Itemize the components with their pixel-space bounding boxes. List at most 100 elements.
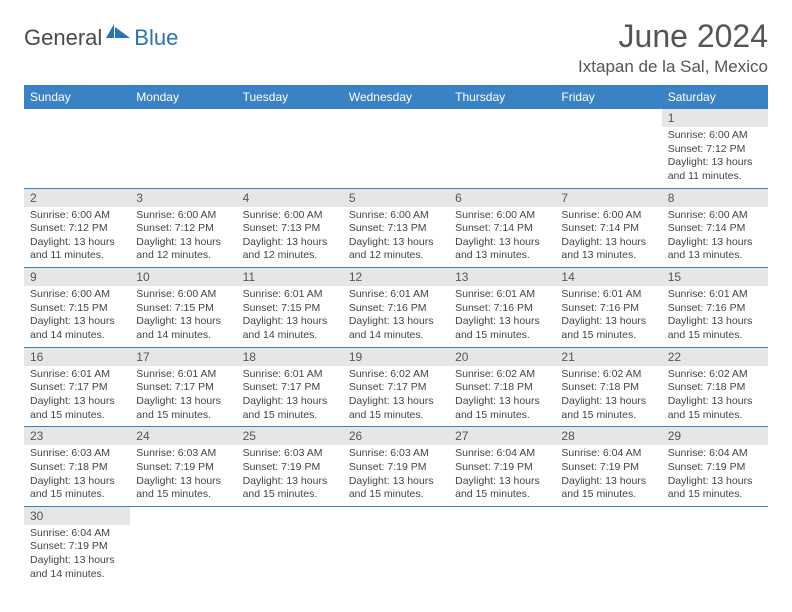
day-details: Sunrise: 6:01 AMSunset: 7:17 PMDaylight:… xyxy=(237,366,343,427)
day-details: Sunrise: 6:04 AMSunset: 7:19 PMDaylight:… xyxy=(24,525,130,586)
logo-text-blue: Blue xyxy=(134,25,178,51)
day-number: 21 xyxy=(555,348,661,366)
day-details: Sunrise: 6:00 AMSunset: 7:15 PMDaylight:… xyxy=(24,286,130,347)
weekday-header: Sunday xyxy=(24,85,130,109)
day-details: Sunrise: 6:04 AMSunset: 7:19 PMDaylight:… xyxy=(449,445,555,506)
day-number: 6 xyxy=(449,189,555,207)
day-cell: 10Sunrise: 6:00 AMSunset: 7:15 PMDayligh… xyxy=(130,268,236,348)
day-number: 9 xyxy=(24,268,130,286)
empty-cell xyxy=(343,506,449,585)
day-details: Sunrise: 6:03 AMSunset: 7:19 PMDaylight:… xyxy=(130,445,236,506)
day-number: 22 xyxy=(662,348,768,366)
day-details: Sunrise: 6:00 AMSunset: 7:15 PMDaylight:… xyxy=(130,286,236,347)
day-number: 27 xyxy=(449,427,555,445)
month-title: June 2024 xyxy=(578,18,768,55)
logo: General Blue xyxy=(24,24,178,52)
day-number: 20 xyxy=(449,348,555,366)
day-number: 23 xyxy=(24,427,130,445)
day-cell: 9Sunrise: 6:00 AMSunset: 7:15 PMDaylight… xyxy=(24,268,130,348)
day-details: Sunrise: 6:01 AMSunset: 7:16 PMDaylight:… xyxy=(449,286,555,347)
day-cell: 14Sunrise: 6:01 AMSunset: 7:16 PMDayligh… xyxy=(555,268,661,348)
empty-cell xyxy=(449,109,555,188)
day-details: Sunrise: 6:01 AMSunset: 7:15 PMDaylight:… xyxy=(237,286,343,347)
day-number: 11 xyxy=(237,268,343,286)
weekday-header-row: SundayMondayTuesdayWednesdayThursdayFrid… xyxy=(24,85,768,109)
empty-cell xyxy=(24,109,130,188)
day-details: Sunrise: 6:01 AMSunset: 7:17 PMDaylight:… xyxy=(130,366,236,427)
day-cell: 26Sunrise: 6:03 AMSunset: 7:19 PMDayligh… xyxy=(343,427,449,507)
weekday-header: Monday xyxy=(130,85,236,109)
day-details: Sunrise: 6:03 AMSunset: 7:19 PMDaylight:… xyxy=(343,445,449,506)
day-details: Sunrise: 6:01 AMSunset: 7:16 PMDaylight:… xyxy=(343,286,449,347)
day-cell: 27Sunrise: 6:04 AMSunset: 7:19 PMDayligh… xyxy=(449,427,555,507)
empty-cell xyxy=(237,506,343,585)
day-details: Sunrise: 6:04 AMSunset: 7:19 PMDaylight:… xyxy=(555,445,661,506)
day-cell: 28Sunrise: 6:04 AMSunset: 7:19 PMDayligh… xyxy=(555,427,661,507)
day-cell: 30Sunrise: 6:04 AMSunset: 7:19 PMDayligh… xyxy=(24,506,130,585)
day-number: 8 xyxy=(662,189,768,207)
weekday-header: Friday xyxy=(555,85,661,109)
day-number: 15 xyxy=(662,268,768,286)
weekday-header: Thursday xyxy=(449,85,555,109)
day-details: Sunrise: 6:03 AMSunset: 7:19 PMDaylight:… xyxy=(237,445,343,506)
day-number: 19 xyxy=(343,348,449,366)
calendar-page: General Blue June 2024 Ixtapan de la Sal… xyxy=(0,0,792,603)
empty-cell xyxy=(662,506,768,585)
logo-text-general: General xyxy=(24,25,102,51)
day-number: 25 xyxy=(237,427,343,445)
day-number: 2 xyxy=(24,189,130,207)
calendar-row: 30Sunrise: 6:04 AMSunset: 7:19 PMDayligh… xyxy=(24,506,768,585)
day-details: Sunrise: 6:00 AMSunset: 7:14 PMDaylight:… xyxy=(555,207,661,268)
day-cell: 2Sunrise: 6:00 AMSunset: 7:12 PMDaylight… xyxy=(24,188,130,268)
day-cell: 16Sunrise: 6:01 AMSunset: 7:17 PMDayligh… xyxy=(24,347,130,427)
day-number: 12 xyxy=(343,268,449,286)
calendar-row: 23Sunrise: 6:03 AMSunset: 7:18 PMDayligh… xyxy=(24,427,768,507)
empty-cell xyxy=(130,506,236,585)
day-details: Sunrise: 6:02 AMSunset: 7:17 PMDaylight:… xyxy=(343,366,449,427)
day-details: Sunrise: 6:02 AMSunset: 7:18 PMDaylight:… xyxy=(449,366,555,427)
day-details: Sunrise: 6:01 AMSunset: 7:16 PMDaylight:… xyxy=(662,286,768,347)
day-cell: 20Sunrise: 6:02 AMSunset: 7:18 PMDayligh… xyxy=(449,347,555,427)
header: General Blue June 2024 Ixtapan de la Sal… xyxy=(24,18,768,77)
day-details: Sunrise: 6:01 AMSunset: 7:17 PMDaylight:… xyxy=(24,366,130,427)
day-number: 13 xyxy=(449,268,555,286)
day-details: Sunrise: 6:00 AMSunset: 7:12 PMDaylight:… xyxy=(130,207,236,268)
empty-cell xyxy=(449,506,555,585)
day-details: Sunrise: 6:02 AMSunset: 7:18 PMDaylight:… xyxy=(555,366,661,427)
day-cell: 21Sunrise: 6:02 AMSunset: 7:18 PMDayligh… xyxy=(555,347,661,427)
empty-cell xyxy=(237,109,343,188)
day-cell: 13Sunrise: 6:01 AMSunset: 7:16 PMDayligh… xyxy=(449,268,555,348)
day-number: 10 xyxy=(130,268,236,286)
day-cell: 7Sunrise: 6:00 AMSunset: 7:14 PMDaylight… xyxy=(555,188,661,268)
day-number: 30 xyxy=(24,507,130,525)
day-number: 7 xyxy=(555,189,661,207)
day-cell: 22Sunrise: 6:02 AMSunset: 7:18 PMDayligh… xyxy=(662,347,768,427)
empty-cell xyxy=(555,109,661,188)
day-number: 18 xyxy=(237,348,343,366)
calendar-row: 1Sunrise: 6:00 AMSunset: 7:12 PMDaylight… xyxy=(24,109,768,188)
title-block: June 2024 Ixtapan de la Sal, Mexico xyxy=(578,18,768,77)
day-cell: 12Sunrise: 6:01 AMSunset: 7:16 PMDayligh… xyxy=(343,268,449,348)
day-cell: 29Sunrise: 6:04 AMSunset: 7:19 PMDayligh… xyxy=(662,427,768,507)
day-cell: 1Sunrise: 6:00 AMSunset: 7:12 PMDaylight… xyxy=(662,109,768,188)
day-details: Sunrise: 6:00 AMSunset: 7:14 PMDaylight:… xyxy=(662,207,768,268)
empty-cell xyxy=(343,109,449,188)
day-number: 26 xyxy=(343,427,449,445)
day-cell: 11Sunrise: 6:01 AMSunset: 7:15 PMDayligh… xyxy=(237,268,343,348)
day-number: 29 xyxy=(662,427,768,445)
day-number: 24 xyxy=(130,427,236,445)
weekday-header: Saturday xyxy=(662,85,768,109)
day-cell: 18Sunrise: 6:01 AMSunset: 7:17 PMDayligh… xyxy=(237,347,343,427)
calendar-row: 2Sunrise: 6:00 AMSunset: 7:12 PMDaylight… xyxy=(24,188,768,268)
calendar-table: SundayMondayTuesdayWednesdayThursdayFrid… xyxy=(24,85,768,585)
day-number: 3 xyxy=(130,189,236,207)
day-number: 14 xyxy=(555,268,661,286)
calendar-row: 16Sunrise: 6:01 AMSunset: 7:17 PMDayligh… xyxy=(24,347,768,427)
day-cell: 19Sunrise: 6:02 AMSunset: 7:17 PMDayligh… xyxy=(343,347,449,427)
day-cell: 8Sunrise: 6:00 AMSunset: 7:14 PMDaylight… xyxy=(662,188,768,268)
day-number: 5 xyxy=(343,189,449,207)
day-number: 16 xyxy=(24,348,130,366)
day-details: Sunrise: 6:00 AMSunset: 7:13 PMDaylight:… xyxy=(343,207,449,268)
calendar-body: 1Sunrise: 6:00 AMSunset: 7:12 PMDaylight… xyxy=(24,109,768,585)
day-details: Sunrise: 6:00 AMSunset: 7:12 PMDaylight:… xyxy=(24,207,130,268)
